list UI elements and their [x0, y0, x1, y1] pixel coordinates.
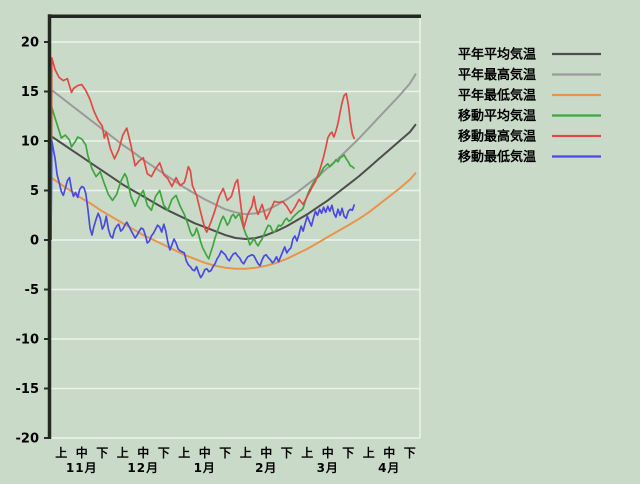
x-period-label: 中 [76, 445, 88, 460]
x-period-label: 下 [281, 446, 293, 460]
legend-label: 移動平均気温 [458, 108, 536, 124]
x-period-label: 中 [383, 445, 395, 460]
x-period-label: 中 [322, 445, 334, 460]
series-line-5 [50, 56, 356, 241]
legend-label: 平年最低気温 [458, 88, 536, 104]
y-tick-label: 15 [21, 85, 39, 100]
y-tick-label: 0 [30, 234, 39, 249]
axis-labels: 20151050-5-10-15-20上中下上中下上中下上中下上中下上中下11月… [16, 36, 416, 476]
legend-item: 平年最低気温 [458, 88, 601, 104]
grid-layer [44, 17, 421, 439]
legend-label: 移動最低気温 [458, 149, 536, 165]
x-period-label: 上 [178, 445, 190, 460]
y-tick-label: 5 [30, 184, 39, 199]
x-period-label: 中 [199, 445, 211, 460]
x-period-label: 上 [363, 445, 375, 460]
x-period-label: 中 [260, 445, 272, 460]
legend-item: 平年平均気温 [458, 47, 601, 63]
x-month-label: 11月 [66, 461, 98, 475]
series-line-6 [50, 140, 356, 279]
series-line-2 [50, 73, 417, 216]
x-month-label: 12月 [127, 461, 159, 475]
x-period-label: 上 [55, 445, 67, 460]
x-period-label: 下 [404, 446, 416, 460]
series-layer [50, 56, 417, 279]
x-month-label: 2月 [255, 461, 277, 475]
x-period-label: 下 [96, 446, 108, 460]
x-period-label: 下 [219, 446, 231, 460]
series-line-1 [50, 123, 417, 240]
legend-label: 平年最高気温 [458, 67, 536, 83]
legend-item: 移動平均気温 [458, 108, 601, 124]
y-tick-label: -20 [16, 432, 40, 447]
y-tick-label: -5 [25, 283, 39, 298]
series-line-3 [50, 172, 417, 270]
y-tick-label: 10 [21, 135, 39, 150]
x-period-label: 上 [240, 445, 252, 460]
legend-label: 移動最高気温 [458, 129, 536, 145]
x-period-label: 上 [301, 445, 313, 460]
plot-border [47, 14, 421, 439]
x-month-label: 4月 [378, 461, 400, 475]
y-tick-label: 20 [21, 36, 39, 51]
x-period-label: 下 [342, 446, 354, 460]
legend-item: 移動最高気温 [458, 129, 601, 145]
legend-item: 移動最低気温 [458, 149, 601, 165]
y-tick-label: -10 [16, 333, 40, 348]
series-line-4 [50, 106, 356, 260]
x-month-label: 1月 [194, 461, 216, 475]
y-tick-label: -15 [16, 382, 40, 397]
x-period-label: 中 [137, 445, 149, 460]
legend-label: 平年平均気温 [458, 47, 536, 63]
x-period-label: 上 [117, 445, 129, 460]
legend-item: 平年最高気温 [458, 67, 601, 83]
x-period-label: 下 [158, 446, 170, 460]
x-month-label: 3月 [317, 461, 339, 475]
